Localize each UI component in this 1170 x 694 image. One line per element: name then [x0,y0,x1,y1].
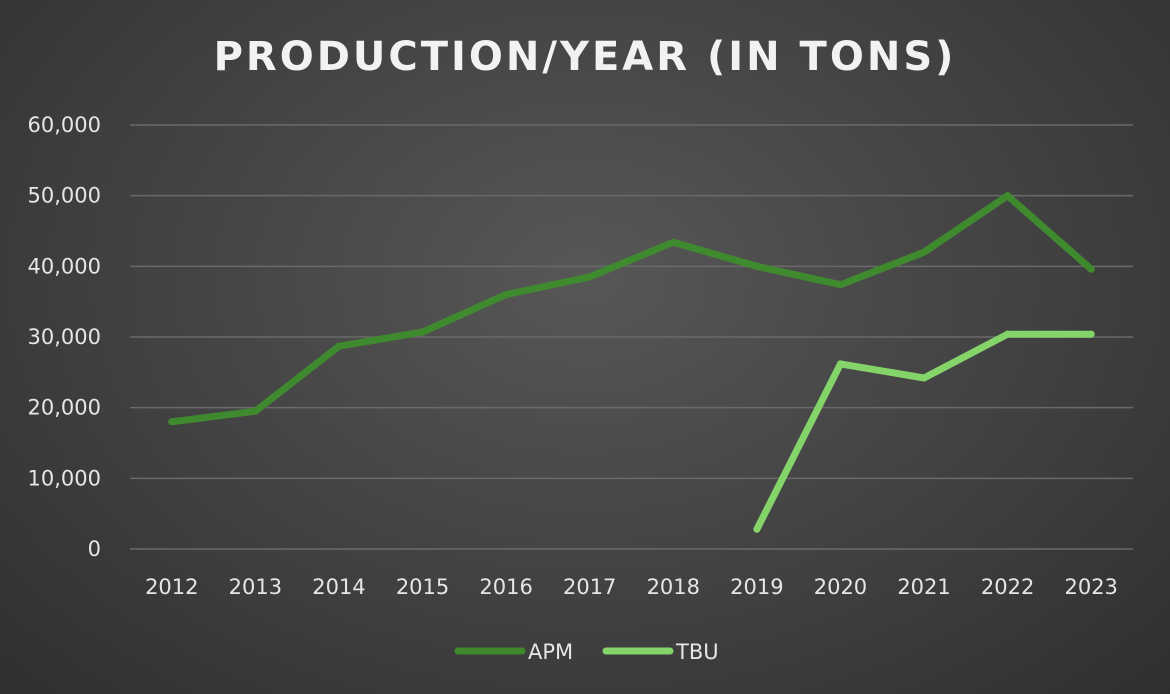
x-tick-label: 2017 [563,575,616,599]
x-tick-label: 2018 [647,575,700,599]
chart-title: PRODUCTION/YEAR (IN TONS) [214,34,957,80]
gridlines [130,124,1133,550]
data-point-apm [1087,265,1095,273]
x-tick-label: 2016 [479,575,532,599]
series-lines [168,192,1095,533]
y-tick-label: 30,000 [28,325,101,349]
y-tick-label: 60,000 [28,113,101,137]
series-line-apm [168,192,1095,426]
data-point-tbu [1087,330,1095,338]
data-point-apm [251,407,259,415]
x-tick-label: 2015 [396,575,449,599]
data-point-tbu [753,525,761,533]
legend-label-apm: APM [528,640,573,664]
x-tick-label: 2019 [730,575,783,599]
y-tick-label: 50,000 [28,184,101,208]
data-point-apm [669,238,677,246]
data-point-apm [1004,192,1012,200]
y-tick-label: 40,000 [28,254,101,278]
data-point-apm [335,342,343,350]
y-axis-ticks: 0 10,000 20,000 30,000 40,000 50,000 60,000 [28,113,101,561]
data-point-apm [586,273,594,281]
data-point-apm [502,291,510,299]
x-tick-label: 2012 [145,575,198,599]
series-line-tbu [753,330,1095,533]
x-axis-ticks: 2012 2013 2014 2015 2016 2017 2018 2019 2020 2021… [145,575,1118,599]
x-tick-label: 2021 [897,575,950,599]
y-tick-label: 10,000 [28,466,101,490]
x-tick-label: 2014 [312,575,365,599]
x-tick-label: 2022 [981,575,1034,599]
data-point-tbu [1004,330,1012,338]
x-tick-label: 2023 [1064,575,1117,599]
x-tick-label: 2013 [229,575,282,599]
y-tick-label: 0 [88,537,101,561]
data-point-tbu [836,360,844,368]
y-tick-label: 20,000 [28,396,101,420]
data-point-apm [419,328,427,336]
legend: APM TBU [454,640,719,664]
x-tick-label: 2020 [814,575,867,599]
data-point-tbu [920,374,928,382]
data-point-apm [168,418,176,426]
data-point-apm [920,248,928,256]
data-point-apm [753,262,761,270]
data-point-apm [836,281,844,289]
legend-label-tbu: TBU [675,640,719,664]
